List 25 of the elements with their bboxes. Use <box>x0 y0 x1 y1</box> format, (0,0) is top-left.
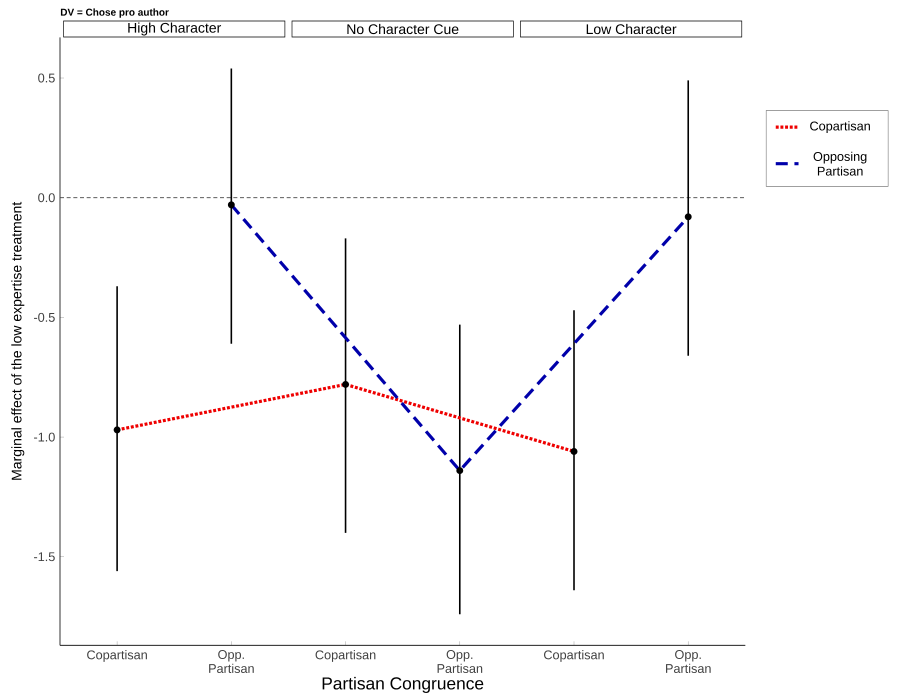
point <box>456 467 464 474</box>
x-axis-title: Partisan Congruence <box>322 676 484 693</box>
text: DV = Chose pro author <box>60 8 169 18</box>
point <box>342 380 350 388</box>
x-tick-label: Opp. Partisan <box>438 650 482 674</box>
point <box>684 213 692 220</box>
legend-label: Opposing Partisan <box>814 152 866 176</box>
text: No Character Cue <box>347 24 458 34</box>
point <box>570 448 578 455</box>
x-tick-label: Copartisan <box>544 650 604 662</box>
y-tick-label: 0.5 <box>38 74 55 83</box>
text: High Character <box>128 22 222 36</box>
point <box>114 426 121 434</box>
legend-label: Copartisan <box>810 121 870 134</box>
y-tick-label: -1.5 <box>34 552 55 562</box>
x-tick-label: Copartisan <box>316 650 376 662</box>
y-tick-label: -0.5 <box>34 312 55 322</box>
y-axis-title: Marginal effect of the low expertise treatment <box>11 202 24 480</box>
x-tick-label: Copartisan <box>87 650 147 662</box>
text: Low Character <box>586 24 676 34</box>
x-tick-label: Opp. Partisan <box>666 650 711 674</box>
y-tick-label: -1.0 <box>34 432 55 442</box>
x-tick-label: Opp. Partisan <box>209 650 254 674</box>
point <box>228 201 235 208</box>
y-tick-label: 0.0 <box>38 193 55 202</box>
